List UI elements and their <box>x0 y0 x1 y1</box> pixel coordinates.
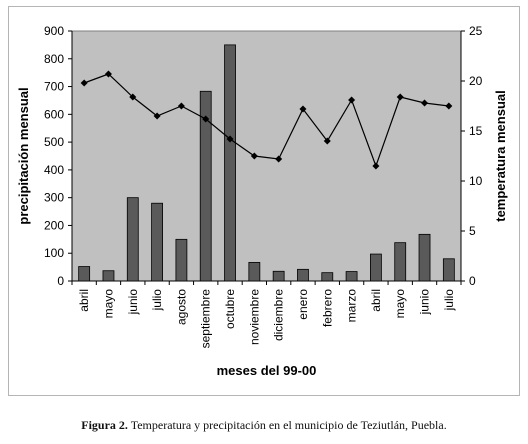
bar <box>102 270 115 282</box>
caption-label: Figura 2. <box>81 418 128 432</box>
y-tick-label: 400 <box>44 163 64 177</box>
temperature-line <box>83 73 449 168</box>
y2-tick-label: 25 <box>469 24 483 38</box>
line-point <box>299 105 307 113</box>
bar <box>78 266 91 282</box>
line-point <box>250 152 258 160</box>
y2-tick-label: 20 <box>469 74 483 88</box>
x-tick-label: mayo <box>393 289 407 319</box>
x-tick-label: julio <box>442 289 456 312</box>
y-tick-label: 500 <box>44 135 64 149</box>
y2-tick-label: 0 <box>469 274 476 288</box>
x-tick-label: septiembre <box>199 289 213 349</box>
y-tick-label: 0 <box>57 274 64 288</box>
x-tick-label: enero <box>296 289 310 320</box>
x-axis-title: meses del 99-00 <box>217 363 317 378</box>
y-tick-label: 300 <box>44 191 64 205</box>
y2-tick-label: 5 <box>469 224 476 238</box>
y-tick-label: 600 <box>44 107 64 121</box>
line-point <box>323 137 331 145</box>
figure-caption: Figura 2. Temperatura y precipitación en… <box>0 418 528 433</box>
line-point <box>104 70 112 78</box>
line-point <box>396 93 404 101</box>
line-point <box>177 102 185 110</box>
bar <box>297 268 309 282</box>
bar <box>321 272 334 282</box>
chart-frame: 0 100 200 300 400 500 600 700 800 900 0 5 10 15 20 25 ab… <box>8 6 520 396</box>
line-point <box>80 79 88 87</box>
x-tick-label: abril <box>77 289 91 312</box>
x-tick-label: abril <box>369 289 383 312</box>
bar <box>224 44 236 282</box>
y-tick-label: 200 <box>44 218 64 232</box>
bar <box>151 202 163 282</box>
line-point <box>226 135 234 143</box>
y-tick-label: 800 <box>44 52 64 66</box>
bar <box>370 253 382 282</box>
x-tick-label: julio <box>150 289 164 312</box>
x-tick-label: noviembre <box>247 289 261 345</box>
y-tick-label: 700 <box>44 80 64 94</box>
bar <box>345 271 358 282</box>
x-tick-label: junio <box>126 289 140 316</box>
line-point <box>372 162 380 170</box>
line-point <box>153 112 161 120</box>
bar <box>126 197 139 282</box>
bar <box>442 258 455 282</box>
x-tick-label: diciembre <box>272 289 286 341</box>
bar <box>175 238 188 282</box>
bar <box>272 270 285 282</box>
y2-tick-label: 15 <box>469 124 483 138</box>
line-point <box>348 96 356 104</box>
y-tick-label: 900 <box>44 24 64 38</box>
x-tick-label: octubre <box>223 289 237 329</box>
y-tick-label: 100 <box>44 246 64 260</box>
x-tick-label: mayo <box>101 289 115 319</box>
bar <box>418 233 431 282</box>
line-point <box>202 115 210 123</box>
line-point <box>275 155 283 163</box>
y-axis-title: precipitación mensual <box>16 87 31 224</box>
line-point <box>445 102 453 110</box>
line-point <box>421 99 429 107</box>
x-tick-label: febrero <box>320 289 334 327</box>
x-tick-label: marzo <box>345 289 359 323</box>
y2-tick-label: 10 <box>469 174 483 188</box>
bar <box>248 261 261 282</box>
bar <box>199 90 212 282</box>
line-point <box>129 93 137 101</box>
caption-text: Temperatura y precipitación en el munici… <box>127 418 447 432</box>
x-tick-label: junio <box>418 289 432 316</box>
bar <box>394 242 407 282</box>
y2-axis-title: temperatura mensual <box>493 90 508 222</box>
x-tick-label: agosto <box>174 289 188 325</box>
combo-chart: 0 100 200 300 400 500 600 700 800 900 0 5 10 15 20 25 ab… <box>16 24 508 378</box>
